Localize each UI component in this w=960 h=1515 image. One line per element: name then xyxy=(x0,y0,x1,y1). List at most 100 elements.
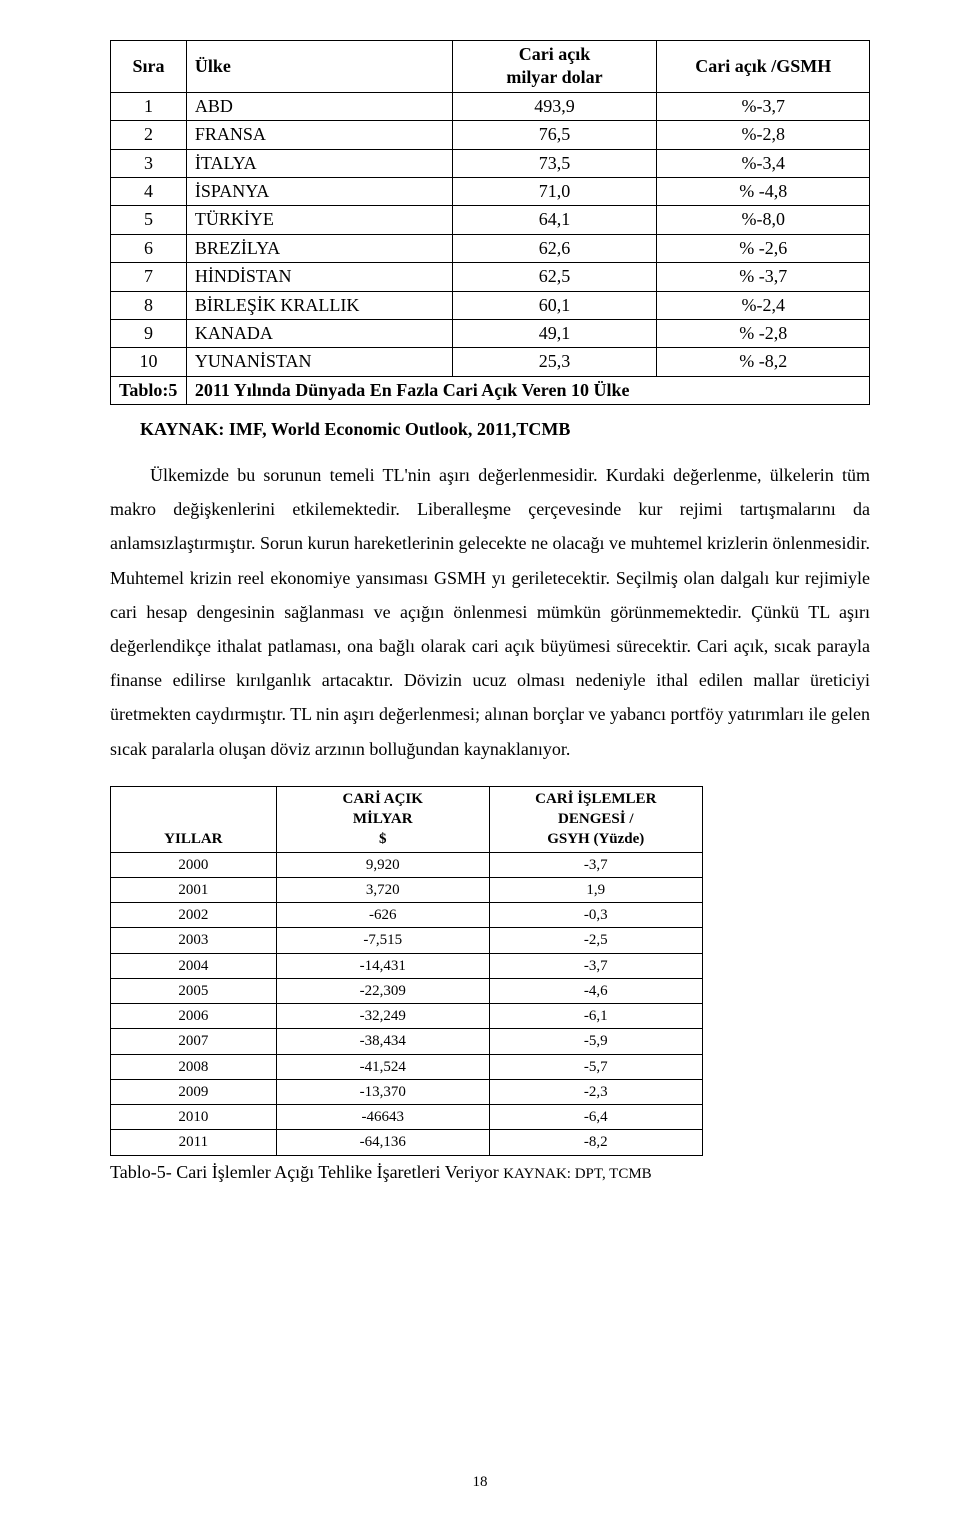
cell-balance: -0,3 xyxy=(489,903,702,928)
table2-caption-source: KAYNAK: DPT, TCMB xyxy=(503,1166,652,1182)
cell-ulke: BREZİLYA xyxy=(186,234,452,262)
cell-cari: 76,5 xyxy=(452,121,657,149)
cell-ulke: YUNANİSTAN xyxy=(186,348,452,376)
cell-cari: -32,249 xyxy=(276,1004,489,1029)
cell-cari: -41,524 xyxy=(276,1054,489,1079)
table-row: 1ABD493,9%-3,7 xyxy=(111,92,870,120)
cell-year: 2003 xyxy=(111,928,277,953)
cell-year: 2008 xyxy=(111,1054,277,1079)
cell-ulke: TÜRKİYE xyxy=(186,206,452,234)
table2-header-denge-l1: CARİ İŞLEMLER xyxy=(535,791,656,807)
table2-header-denge: CARİ İŞLEMLER DENGESİ / GSYH (Yüzde) xyxy=(489,786,702,852)
table-row: 3İTALYA73,5%-3,4 xyxy=(111,149,870,177)
cell-cari: 73,5 xyxy=(452,149,657,177)
cell-balance: -5,7 xyxy=(489,1054,702,1079)
cell-balance: -2,5 xyxy=(489,928,702,953)
cell-gsmh: % -3,7 xyxy=(657,263,870,291)
cell-cari: -626 xyxy=(276,903,489,928)
cell-year: 2007 xyxy=(111,1029,277,1054)
cell-ulke: KANADA xyxy=(186,319,452,347)
cell-balance: -6,1 xyxy=(489,1004,702,1029)
table-row: 7HİNDİSTAN62,5% -3,7 xyxy=(111,263,870,291)
table2-header-cari: CARİ AÇIK MİLYAR $ xyxy=(276,786,489,852)
table-row: 2007-38,434-5,9 xyxy=(111,1029,703,1054)
table-row: 6BREZİLYA62,6% -2,6 xyxy=(111,234,870,262)
table-row: 2008-41,524-5,7 xyxy=(111,1054,703,1079)
table1-header-cariacik-line2: milyar dolar xyxy=(506,67,602,87)
table-row: 2FRANSA76,5%-2,8 xyxy=(111,121,870,149)
cell-year: 2009 xyxy=(111,1079,277,1104)
cell-sira: 10 xyxy=(111,348,187,376)
cell-sira: 6 xyxy=(111,234,187,262)
cell-ulke: İSPANYA xyxy=(186,177,452,205)
table-row: 4İSPANYA71,0% -4,8 xyxy=(111,177,870,205)
table-row: 10YUNANİSTAN25,3% -8,2 xyxy=(111,348,870,376)
cell-gsmh: % -8,2 xyxy=(657,348,870,376)
cell-balance: -3,7 xyxy=(489,953,702,978)
cell-cari: -7,515 xyxy=(276,928,489,953)
table1-caption-text: 2011 Yılında Dünyada En Fazla Cari Açık … xyxy=(186,376,869,404)
cell-ulke: FRANSA xyxy=(186,121,452,149)
cell-cari: 493,9 xyxy=(452,92,657,120)
cell-sira: 8 xyxy=(111,291,187,319)
cell-gsmh: % -2,8 xyxy=(657,319,870,347)
table-row: 2009-13,370-2,3 xyxy=(111,1079,703,1104)
cell-sira: 2 xyxy=(111,121,187,149)
cell-cari: -13,370 xyxy=(276,1079,489,1104)
table-row: 5TÜRKİYE64,1%-8,0 xyxy=(111,206,870,234)
table1-header-sira: Sıra xyxy=(111,41,187,93)
cell-cari: 60,1 xyxy=(452,291,657,319)
cell-ulke: HİNDİSTAN xyxy=(186,263,452,291)
cell-gsmh: %-8,0 xyxy=(657,206,870,234)
table-row: 2003-7,515-2,5 xyxy=(111,928,703,953)
table2-header-cari-l2: MİLYAR xyxy=(353,811,413,827)
cell-cari: 62,5 xyxy=(452,263,657,291)
cell-gsmh: %-2,8 xyxy=(657,121,870,149)
cell-gsmh: %-3,7 xyxy=(657,92,870,120)
table1-header-cariacik-line1: Cari açık xyxy=(519,44,591,64)
cell-year: 2000 xyxy=(111,852,277,877)
cell-cari: 3,720 xyxy=(276,877,489,902)
cell-cari: -38,434 xyxy=(276,1029,489,1054)
table2-header-denge-l3: GSYH (Yüzde) xyxy=(547,831,644,847)
table2-header-cari-l1: CARİ AÇIK xyxy=(343,791,423,807)
table2-header-yillar: YILLAR xyxy=(111,786,277,852)
cell-gsmh: %-2,4 xyxy=(657,291,870,319)
table-row: 20009,920-3,7 xyxy=(111,852,703,877)
cell-sira: 1 xyxy=(111,92,187,120)
table-row: 2002-626-0,3 xyxy=(111,903,703,928)
cell-year: 2006 xyxy=(111,1004,277,1029)
cell-cari: -46643 xyxy=(276,1105,489,1130)
table-row: 20013,7201,9 xyxy=(111,877,703,902)
table1-header-cariacik: Cari açık milyar dolar xyxy=(452,41,657,93)
cell-gsmh: % -4,8 xyxy=(657,177,870,205)
table-top-countries: Sıra Ülke Cari açık milyar dolar Cari aç… xyxy=(110,40,870,405)
cell-cari: -64,136 xyxy=(276,1130,489,1155)
cell-cari: -14,431 xyxy=(276,953,489,978)
table-cari-islemler: YILLAR CARİ AÇIK MİLYAR $ CARİ İŞLEMLER … xyxy=(110,786,703,1156)
table-row: 2005-22,309-4,6 xyxy=(111,978,703,1003)
body-paragraph-text: Ülkemizde bu sorunun temeli TL'nin aşırı… xyxy=(110,465,870,759)
cell-ulke: İTALYA xyxy=(186,149,452,177)
cell-cari: 62,6 xyxy=(452,234,657,262)
table1-header-ulke: Ülke xyxy=(186,41,452,93)
cell-year: 2011 xyxy=(111,1130,277,1155)
cell-cari: 49,1 xyxy=(452,319,657,347)
table2-caption-main: Tablo-5- Cari İşlemler Açığı Tehlike İşa… xyxy=(110,1162,503,1182)
table2-header-denge-l2: DENGESİ / xyxy=(558,811,633,827)
cell-sira: 5 xyxy=(111,206,187,234)
cell-ulke: ABD xyxy=(186,92,452,120)
cell-cari: -22,309 xyxy=(276,978,489,1003)
cell-year: 2005 xyxy=(111,978,277,1003)
cell-cari: 25,3 xyxy=(452,348,657,376)
table2-header-cari-l3: $ xyxy=(379,831,387,847)
cell-year: 2004 xyxy=(111,953,277,978)
cell-cari: 71,0 xyxy=(452,177,657,205)
table2-caption: Tablo-5- Cari İşlemler Açığı Tehlike İşa… xyxy=(110,1162,870,1183)
table-row: 2006-32,249-6,1 xyxy=(111,1004,703,1029)
cell-gsmh: % -2,6 xyxy=(657,234,870,262)
table-row: 9KANADA49,1% -2,8 xyxy=(111,319,870,347)
table-row: 2011-64,136-8,2 xyxy=(111,1130,703,1155)
cell-gsmh: %-3,4 xyxy=(657,149,870,177)
cell-sira: 4 xyxy=(111,177,187,205)
